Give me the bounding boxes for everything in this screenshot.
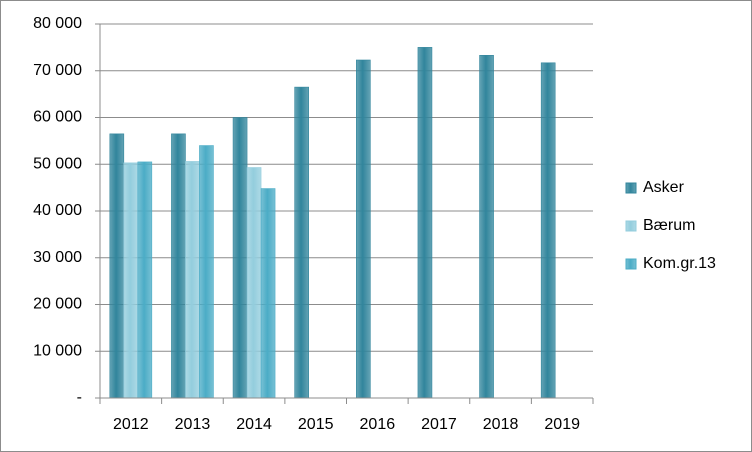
legend-label: Kom.gr.13: [643, 255, 716, 272]
y-tick-label: 50 000: [33, 155, 82, 172]
y-tick-label: 10 000: [33, 342, 82, 359]
bar: [356, 59, 371, 399]
x-tick-label: 2019: [544, 416, 580, 433]
bar: [540, 62, 556, 399]
x-tick-label: 2018: [483, 416, 519, 433]
bar: [171, 133, 186, 399]
legend-swatch: [625, 220, 637, 232]
bar: [260, 188, 276, 399]
y-tick-label: 60 000: [33, 109, 82, 126]
x-tick-label: 2016: [360, 416, 396, 433]
bar: [199, 145, 214, 399]
bar: [123, 162, 139, 399]
legend-label: Bærum: [643, 217, 695, 234]
x-tick-label: 2014: [236, 416, 272, 433]
x-tick-label: 2013: [175, 416, 211, 433]
x-tick-label: 2015: [298, 416, 334, 433]
legend-label: Asker: [643, 179, 685, 196]
y-tick-label: 40 000: [33, 202, 82, 219]
bar: [294, 86, 309, 399]
y-tick-label: -: [77, 389, 82, 406]
bar: [232, 117, 248, 399]
bar: [479, 55, 494, 399]
bar: [417, 47, 433, 399]
y-tick-label: 30 000: [33, 249, 82, 266]
x-tick-label: 2012: [113, 416, 149, 433]
y-tick-label: 70 000: [33, 62, 82, 79]
bar: [109, 133, 125, 399]
y-tick-label: 20 000: [33, 296, 82, 313]
legend-swatch: [625, 258, 637, 270]
y-tick-label: 80 000: [33, 15, 82, 32]
bar: [185, 161, 200, 399]
legend-swatch: [625, 182, 637, 194]
bar: [137, 161, 153, 399]
x-tick-label: 2017: [421, 416, 457, 433]
bar: [246, 167, 262, 399]
